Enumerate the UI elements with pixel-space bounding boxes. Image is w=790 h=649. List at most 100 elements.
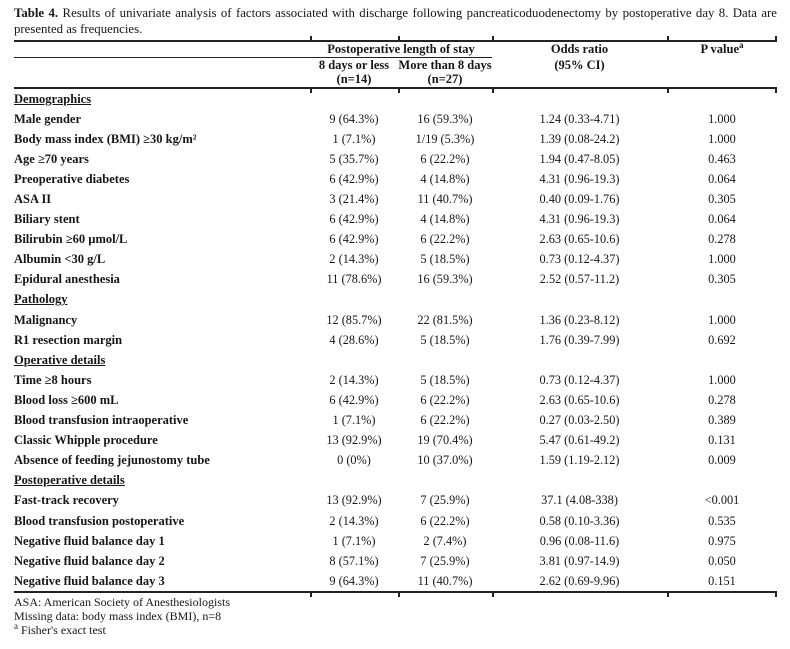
cell-more-than-8-days: 6 (22.2%) <box>420 392 470 407</box>
cell-odds-ratio: 2.52 (0.57-11.2) <box>539 272 620 287</box>
cell-more-than-8-days: 4 (14.8%) <box>420 212 470 227</box>
cell-more-than-8-days: 16 (59.3%) <box>417 111 473 126</box>
cell-odds-ratio: 3.81 (0.97-14.9) <box>539 553 620 568</box>
table-row: Body mass index (BMI) ≥30 kg/m² 1 (7.1%) 1… <box>14 129 777 149</box>
cell-8-days-or-less: 3 (21.4%) <box>329 192 379 207</box>
row-label: Body mass index (BMI) ≥30 kg/m² <box>14 131 197 146</box>
cell-odds-ratio: 1.94 (0.47-8.05) <box>539 151 620 166</box>
table-caption: Table 4. Results of univariate analysis … <box>14 5 777 37</box>
table-row: Male gender 9 (64.3%) 16 (59.3%) 1.24 (0.33… <box>14 109 777 129</box>
cell-p-value: 0.305 <box>708 192 736 207</box>
table-row: Fast-track recovery 13 (92.9%) 7 (25.9%) 37… <box>14 491 777 511</box>
cell-odds-ratio: 0.58 (0.10-3.36) <box>539 513 620 528</box>
row-label: Fast-track recovery <box>14 493 119 508</box>
table-row: Biliary stent 6 (42.9%) 4 (14.8%) 4.31 (0.9… <box>14 210 777 230</box>
cell-odds-ratio: 1.24 (0.33-4.71) <box>539 111 620 126</box>
header-postoperative-length-of-stay: Postoperative length of stay <box>327 41 475 56</box>
cell-odds-ratio: 4.31 (0.96-19.3) <box>539 171 620 186</box>
cell-p-value: 0.975 <box>708 533 736 548</box>
row-label: Epidural anesthesia <box>14 272 120 287</box>
group-header-underline-rule <box>14 57 492 58</box>
cell-more-than-8-days: 11 (40.7%) <box>417 573 473 588</box>
table-row: Blood loss ≥600 mL 6 (42.9%) 6 (22.2%) 2.63… <box>14 390 777 410</box>
row-label: Time ≥8 hours <box>14 372 92 387</box>
table-row: Epidural anesthesia 11 (78.6%) 16 (59.3%) 2… <box>14 270 777 290</box>
row-label: Negative fluid balance day 2 <box>14 553 165 568</box>
header-more-than-8-days: More than 8 days (n=27) <box>398 58 492 86</box>
cell-p-value: 0.389 <box>708 413 736 428</box>
cell-8-days-or-less: 1 (7.1%) <box>332 413 376 428</box>
cell-odds-ratio: 1.36 (0.23-8.12) <box>539 312 620 327</box>
table-row: ASA II 3 (21.4%) 11 (40.7%) 0.40 (0.09-1.76… <box>14 189 777 209</box>
cell-p-value: 0.064 <box>708 171 736 186</box>
cell-p-value: 0.131 <box>708 433 736 448</box>
cell-odds-ratio: 0.96 (0.08-11.6) <box>539 533 620 548</box>
section-row: Demographics <box>14 89 777 109</box>
header-odds-ratio: Odds ratio <box>550 41 609 56</box>
cell-more-than-8-days: 5 (18.5%) <box>420 332 470 347</box>
row-label: Malignancy <box>14 312 78 327</box>
cell-p-value: 1.000 <box>708 312 736 327</box>
cell-p-value: 0.278 <box>708 392 736 407</box>
row-label: Blood transfusion intraoperative <box>14 413 189 428</box>
table-row: Age ≥70 years 5 (35.7%) 6 (22.2%) 1.94 (0.4… <box>14 149 777 169</box>
table-caption-text: Results of univariate analysis of factor… <box>14 6 777 36</box>
cell-more-than-8-days: 11 (40.7%) <box>417 192 473 207</box>
footnote-missing-data: Missing data: body mass index (BMI), n=8 <box>14 609 222 624</box>
table-row: Classic Whipple procedure 13 (92.9%) 19 (7… <box>14 431 777 451</box>
cell-odds-ratio: 0.27 (0.03-2.50) <box>539 413 620 428</box>
cell-odds-ratio: 0.40 (0.09-1.76) <box>539 192 620 207</box>
cell-odds-ratio: 5.47 (0.61-49.2) <box>539 433 620 448</box>
footnote-marker-a: a <box>14 621 18 632</box>
section-row: Pathology <box>14 290 777 310</box>
cell-more-than-8-days: 6 (22.2%) <box>420 151 470 166</box>
cell-8-days-or-less: 12 (85.7%) <box>326 312 382 327</box>
table-row: Negative fluid balance day 1 1 (7.1%) 2 (7… <box>14 531 777 551</box>
row-label: Classic Whipple procedure <box>14 433 158 448</box>
cell-p-value: 1.000 <box>708 252 736 267</box>
cell-more-than-8-days: 1/19 (5.3%) <box>415 131 475 146</box>
table-row: Albumin <30 g/L 2 (14.3%) 5 (18.5%) 0.73 (0… <box>14 250 777 270</box>
cell-p-value: 0.692 <box>708 332 736 347</box>
cell-p-value: <0.001 <box>704 493 740 508</box>
cell-more-than-8-days: 6 (22.2%) <box>420 413 470 428</box>
section-row: Postoperative details <box>14 471 777 491</box>
table-row: Blood transfusion intraoperative 1 (7.1%)… <box>14 411 777 431</box>
table-header-row-2: 8 days or less (n=14) More than 8 days (… <box>14 58 777 87</box>
cell-odds-ratio: 1.76 (0.39-7.99) <box>539 332 620 347</box>
row-label: Negative fluid balance day 1 <box>14 533 165 548</box>
cell-8-days-or-less: 9 (64.3%) <box>329 111 379 126</box>
footnote-fishers-test: a Fisher's exact test <box>14 621 106 638</box>
cell-p-value: 1.000 <box>708 111 736 126</box>
table-row: Negative fluid balance day 3 9 (64.3%) 11 … <box>14 571 777 591</box>
p-value-footnote-marker: a <box>739 39 744 50</box>
cell-odds-ratio: 2.63 (0.65-10.6) <box>539 232 620 247</box>
section-label: Demographics <box>14 91 92 106</box>
cell-8-days-or-less: 0 (0%) <box>337 453 371 468</box>
cell-p-value: 1.000 <box>708 131 736 146</box>
cell-odds-ratio: 4.31 (0.96-19.3) <box>539 212 620 227</box>
cell-p-value: 1.000 <box>708 372 736 387</box>
cell-odds-ratio: 2.62 (0.69-9.96) <box>539 573 620 588</box>
header-8-days-or-less: 8 days or less (n=14) <box>318 58 390 86</box>
cell-more-than-8-days: 16 (59.3%) <box>417 272 473 287</box>
table-row: R1 resection margin 4 (28.6%) 5 (18.5%) 1.7… <box>14 330 777 350</box>
row-label: Preoperative diabetes <box>14 171 130 186</box>
row-label: ASA II <box>14 192 52 207</box>
table-row: Blood transfusion postoperative 2 (14.3%)… <box>14 511 777 531</box>
cell-more-than-8-days: 6 (22.2%) <box>420 232 470 247</box>
row-label: Age ≥70 years <box>14 151 89 166</box>
cell-8-days-or-less: 2 (14.3%) <box>329 372 379 387</box>
cell-8-days-or-less: 9 (64.3%) <box>329 573 379 588</box>
cell-p-value: 0.050 <box>708 553 736 568</box>
table-row: Bilirubin ≥60 µmol/L 6 (42.9%) 6 (22.2%) 2.… <box>14 230 777 250</box>
cell-odds-ratio: 0.73 (0.12-4.37) <box>539 252 620 267</box>
row-label: R1 resection margin <box>14 332 123 347</box>
row-label: Male gender <box>14 111 81 126</box>
cell-8-days-or-less: 2 (14.3%) <box>329 513 379 528</box>
cell-more-than-8-days: 5 (18.5%) <box>420 372 470 387</box>
cell-odds-ratio: 2.63 (0.65-10.6) <box>539 392 620 407</box>
table-row: Preoperative diabetes 6 (42.9%) 4 (14.8%) 4… <box>14 169 777 189</box>
cell-8-days-or-less: 13 (92.9%) <box>326 433 382 448</box>
